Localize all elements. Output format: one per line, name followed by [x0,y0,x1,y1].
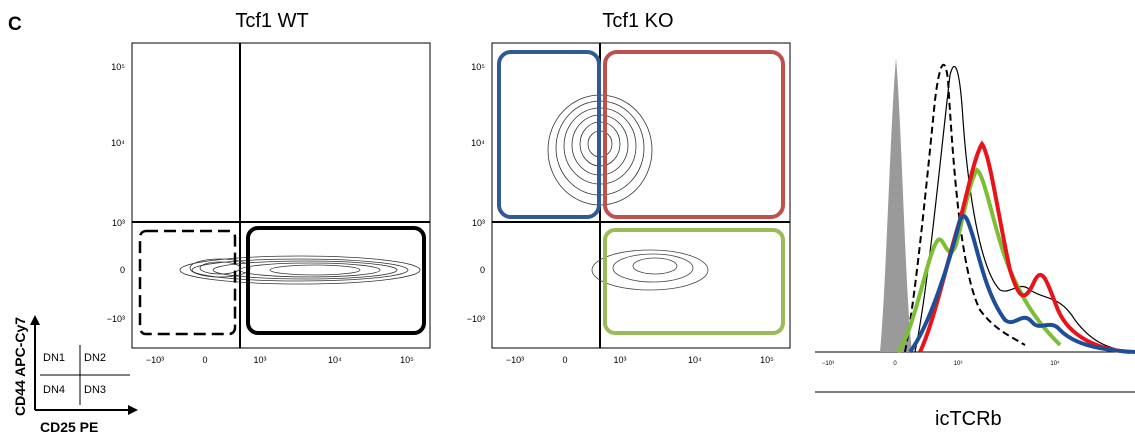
wt-x-tick-label: −10³ [146,355,164,365]
key-dn4: DN4 [43,384,66,396]
histogram-plot: −10³ 0 10³ 10⁴ [815,58,1135,393]
ko-y-tick-label: 10⁴ [471,138,485,148]
wt-y-tick-label: −10³ [107,314,125,324]
key-y-arrowhead [30,315,40,325]
key-dn3: DN3 [84,384,107,396]
hist-x-ticks: −10³ 0 10³ 10⁴ [822,360,1060,367]
ko-x-tick-label: 10³ [613,355,626,365]
ko-x-ticks: −10³ 0 10³ 10⁴ 10⁵ [506,355,774,365]
panel-letter: C [8,14,22,35]
ko-x-tick-label: 10⁵ [760,355,774,365]
ko-plot-frame [491,42,791,349]
wt-y-tick-label: 0 [120,265,125,275]
ko-x-tick-label: −10³ [506,355,524,365]
quadrant-key [30,315,138,415]
ko-y-ticks: 10⁵ 10⁴ 10³ 0 −10³ [467,62,486,324]
ko-x-tick-label: 10⁴ [688,355,702,365]
wt-x-ticks: −10³ 0 10³ 10⁴ 10⁵ [146,355,414,365]
key-x-label: CD25 PE [40,419,99,435]
wt-x-tick-label: 10³ [253,355,266,365]
hist-series-gray [880,58,912,352]
ko-y-tick-label: 10⁵ [471,62,485,72]
key-x-arrowhead [128,405,138,415]
ko-plot-title: Tcf1 KO [602,10,674,32]
hist-x-tick-label: 0 [893,361,897,367]
ko-dn2-gate [603,50,785,219]
wt-dn1-gate [138,229,237,336]
ko-y-tick-label: 10³ [472,218,485,228]
wt-x-tick-label: 10⁴ [328,355,342,365]
hist-series-dashed [904,63,1026,353]
key-y-label: CD44 APC-Cy7 [12,316,28,416]
ko-dn3-gate [603,228,785,335]
ko-lower-contours [591,249,709,291]
wt-plot-title: Tcf1 WT [235,10,309,32]
wt-contours [179,255,421,285]
wt-plot-frame [131,42,431,349]
wt-y-ticks: 10⁵ 10⁴ 10³ 0 −10³ [107,62,126,324]
ko-dn1-gate [497,50,601,219]
wt-y-tick-label: 10³ [112,218,125,228]
hist-x-tick-label: 10⁴ [1050,360,1060,367]
wt-y-tick-label: 10⁴ [111,138,125,148]
wt-dn3-gate [246,226,426,335]
hist-series-black [914,65,1131,353]
ko-y-tick-label: 0 [480,265,485,275]
wt-x-tick-label: 0 [202,355,207,365]
hist-x-label: icTCRb [935,408,1002,430]
ko-flow-plot: 10⁵ 10⁴ 10³ 0 −10³ −10³ 0 10³ 10⁴ 10⁵ [467,42,791,365]
key-dn1: DN1 [43,352,66,364]
wt-flow-plot: 10⁵ 10⁴ 10³ 0 −10³ −10³ 0 10³ 10⁴ 10⁵ [107,42,431,365]
wt-x-tick-label: 10⁵ [400,355,414,365]
hist-x-tick-label: −10³ [822,361,834,367]
ko-y-tick-label: −10³ [467,314,485,324]
wt-y-tick-label: 10⁵ [111,62,125,72]
hist-series-blue [908,214,1135,354]
hist-x-tick-label: 10³ [954,361,963,367]
ko-x-tick-label: 0 [562,355,567,365]
key-dn2: DN2 [84,352,107,364]
